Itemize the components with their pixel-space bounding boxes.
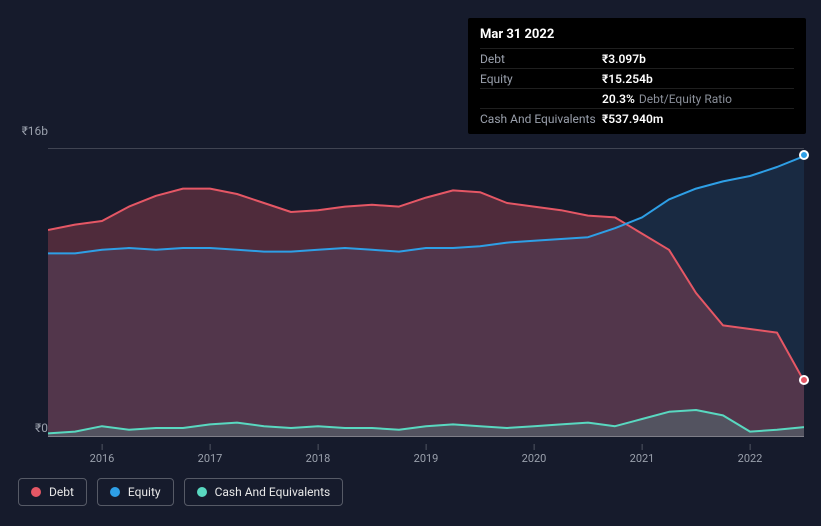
ratio-value: 20.3%: [602, 92, 635, 106]
tooltip-label: Cash And Equivalents: [480, 111, 602, 127]
x-tick: 2022: [738, 444, 763, 465]
tooltip-date: Mar 31 2022: [480, 26, 794, 48]
tooltip-value: 20.3% Debt/Equity Ratio: [602, 91, 732, 107]
chart-plot-area[interactable]: [48, 148, 804, 436]
chart-tooltip: Mar 31 2022 Debt ₹3.097b Equity ₹15.254b…: [468, 18, 806, 134]
legend-item-debt[interactable]: Debt: [18, 478, 87, 506]
chart-baseline: [48, 436, 804, 437]
legend-item-equity[interactable]: Equity: [97, 478, 174, 506]
x-tick: 2019: [414, 444, 439, 465]
legend-label: Debt: [49, 485, 74, 499]
series-end-marker: [799, 375, 809, 385]
series-end-marker: [799, 150, 809, 160]
x-tick: 2021: [630, 444, 655, 465]
chart-legend: Debt Equity Cash And Equivalents: [18, 478, 343, 506]
tooltip-row-equity: Equity ₹15.254b: [480, 68, 794, 88]
x-tick: 2018: [306, 444, 331, 465]
legend-swatch: [197, 487, 207, 497]
x-tick: 2020: [522, 444, 547, 465]
ratio-sublabel: Debt/Equity Ratio: [639, 92, 732, 106]
tooltip-value: ₹537.940m: [602, 111, 663, 127]
tooltip-value: ₹3.097b: [602, 51, 646, 67]
chart-svg: [48, 149, 804, 437]
legend-swatch: [110, 487, 120, 497]
tooltip-row-ratio: 20.3% Debt/Equity Ratio: [480, 88, 794, 108]
tooltip-value: ₹15.254b: [602, 71, 653, 87]
x-tick: 2017: [198, 444, 223, 465]
x-axis: 2016 2017 2018 2019 2020 2021 2022: [48, 444, 804, 462]
tooltip-label: Equity: [480, 71, 602, 87]
tooltip-label: [480, 91, 602, 107]
y-axis-label-min: ₹0: [20, 421, 48, 435]
legend-label: Equity: [128, 485, 161, 499]
legend-item-cash[interactable]: Cash And Equivalents: [184, 478, 344, 506]
tooltip-row-debt: Debt ₹3.097b: [480, 48, 794, 68]
tooltip-row-cash: Cash And Equivalents ₹537.940m: [480, 108, 794, 128]
x-tick: 2016: [90, 444, 115, 465]
legend-swatch: [31, 487, 41, 497]
tooltip-label: Debt: [480, 51, 602, 67]
y-axis-label-max: ₹16b: [20, 124, 48, 138]
chart-container: Mar 31 2022 Debt ₹3.097b Equity ₹15.254b…: [0, 0, 821, 526]
legend-label: Cash And Equivalents: [215, 485, 331, 499]
